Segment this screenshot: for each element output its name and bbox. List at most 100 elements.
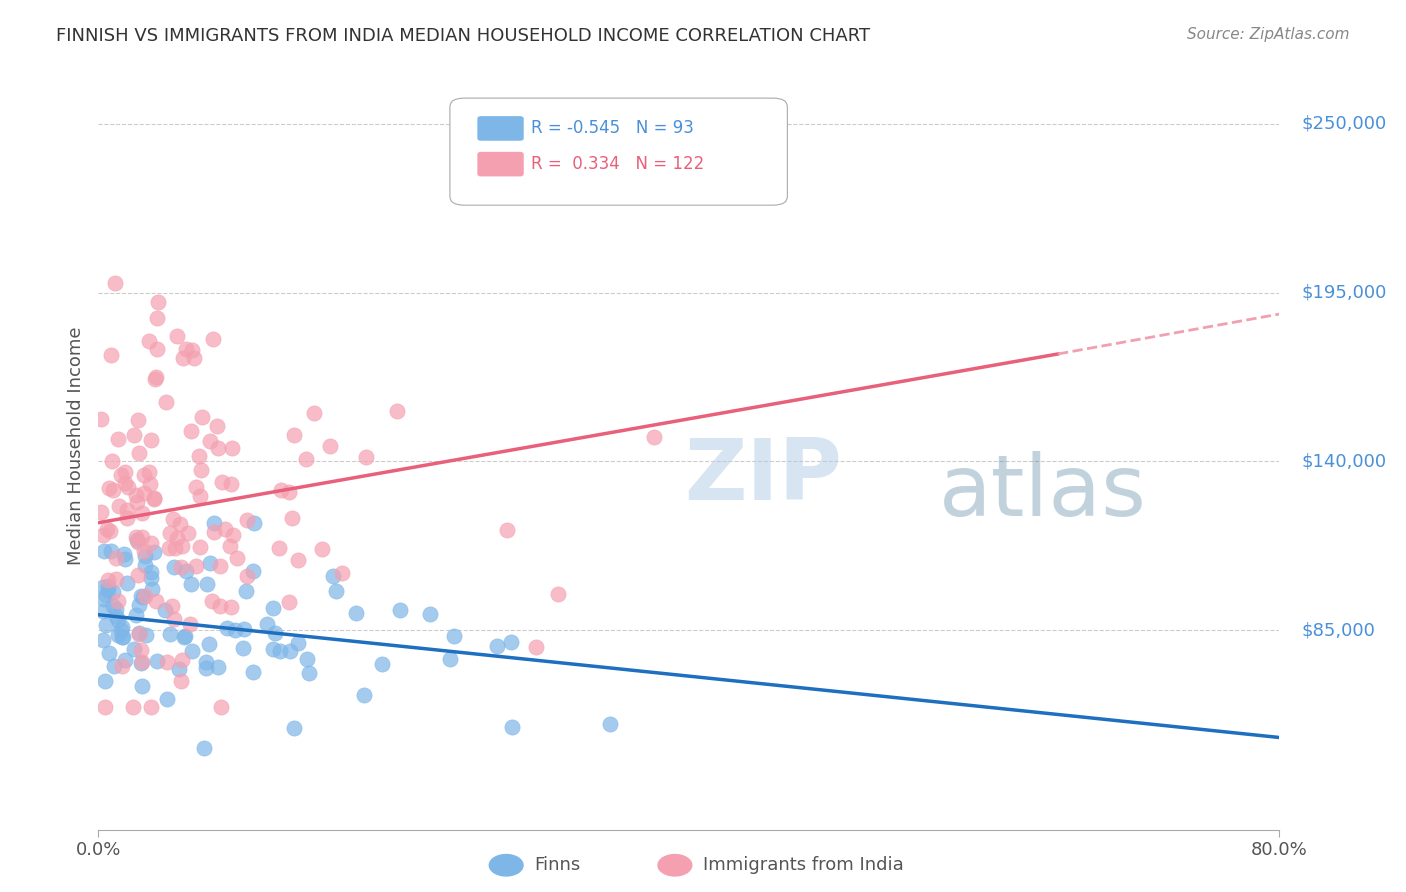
Point bbox=[91, 528, 114, 542]
Point bbox=[90, 505, 112, 519]
Point bbox=[278, 595, 301, 609]
Point bbox=[145, 369, 167, 384]
Point bbox=[127, 567, 149, 582]
Point bbox=[201, 332, 224, 346]
Point bbox=[97, 481, 120, 495]
Text: R = -0.545   N = 93: R = -0.545 N = 93 bbox=[531, 120, 695, 137]
Point bbox=[207, 660, 229, 674]
Point bbox=[163, 541, 186, 556]
Point bbox=[204, 524, 226, 539]
Point bbox=[209, 599, 232, 614]
Point bbox=[131, 656, 153, 670]
Text: $140,000: $140,000 bbox=[1302, 452, 1386, 470]
Point bbox=[174, 564, 197, 578]
Point bbox=[207, 441, 229, 455]
Point bbox=[295, 652, 318, 666]
Point bbox=[201, 594, 224, 608]
Point bbox=[198, 637, 221, 651]
Point bbox=[107, 432, 129, 446]
Point bbox=[104, 572, 127, 586]
Point bbox=[277, 485, 299, 500]
Point bbox=[443, 629, 465, 643]
Point bbox=[188, 489, 211, 503]
Point bbox=[122, 641, 145, 656]
Point bbox=[105, 601, 128, 615]
Point bbox=[146, 311, 169, 326]
Point bbox=[167, 662, 190, 676]
Point bbox=[193, 741, 215, 756]
Point bbox=[287, 636, 309, 650]
Point bbox=[139, 699, 162, 714]
Point bbox=[262, 601, 284, 615]
Text: $250,000: $250,000 bbox=[1302, 115, 1386, 133]
Point bbox=[371, 657, 394, 672]
Point bbox=[138, 334, 160, 348]
Point bbox=[209, 699, 232, 714]
Point bbox=[195, 655, 218, 669]
Point bbox=[142, 544, 165, 558]
Point bbox=[139, 571, 162, 585]
Point bbox=[283, 721, 305, 735]
Point bbox=[208, 558, 231, 573]
Point bbox=[93, 543, 115, 558]
Point bbox=[96, 588, 118, 602]
Point bbox=[499, 635, 522, 649]
Point bbox=[96, 618, 118, 632]
Point bbox=[117, 480, 139, 494]
Point bbox=[111, 630, 134, 644]
Point bbox=[125, 608, 148, 623]
Point bbox=[114, 476, 136, 491]
Point bbox=[222, 527, 245, 541]
Point bbox=[353, 689, 375, 703]
Point bbox=[221, 442, 243, 456]
Point bbox=[643, 430, 665, 444]
Point bbox=[114, 652, 136, 666]
Point bbox=[127, 412, 149, 426]
Point bbox=[91, 632, 114, 647]
Point bbox=[287, 552, 309, 566]
Point bbox=[180, 424, 202, 438]
Point bbox=[105, 609, 128, 624]
Point bbox=[134, 486, 156, 500]
Point bbox=[262, 642, 284, 657]
Point bbox=[156, 692, 179, 706]
Point bbox=[180, 577, 202, 591]
Point bbox=[127, 533, 149, 548]
Text: Source: ZipAtlas.com: Source: ZipAtlas.com bbox=[1187, 27, 1350, 42]
Point bbox=[172, 351, 194, 365]
Point bbox=[97, 573, 120, 587]
Point bbox=[211, 475, 233, 489]
Point bbox=[131, 679, 153, 693]
Point bbox=[225, 550, 247, 565]
Point bbox=[235, 584, 257, 599]
Point bbox=[202, 516, 225, 530]
Point bbox=[232, 640, 254, 655]
Text: Immigrants from India: Immigrants from India bbox=[703, 856, 904, 874]
Text: R =  0.334   N = 122: R = 0.334 N = 122 bbox=[531, 155, 704, 173]
Point bbox=[170, 653, 193, 667]
Point bbox=[134, 589, 156, 603]
Point bbox=[157, 541, 180, 556]
Point bbox=[107, 628, 129, 642]
Point bbox=[125, 488, 148, 502]
Point bbox=[134, 558, 156, 572]
Point bbox=[191, 410, 214, 425]
Point bbox=[108, 499, 131, 513]
Point bbox=[170, 560, 193, 574]
Point bbox=[115, 511, 138, 525]
Point bbox=[219, 599, 242, 614]
Point bbox=[131, 591, 153, 605]
Point bbox=[101, 483, 124, 498]
Point bbox=[145, 654, 167, 668]
Point bbox=[155, 656, 177, 670]
Point bbox=[256, 617, 278, 632]
Point bbox=[190, 463, 212, 477]
Point bbox=[200, 434, 222, 448]
Point bbox=[98, 646, 121, 660]
Point bbox=[166, 531, 188, 545]
Point bbox=[93, 592, 115, 607]
Point bbox=[195, 661, 218, 675]
Point bbox=[138, 465, 160, 479]
Point bbox=[100, 544, 122, 558]
Point bbox=[143, 491, 166, 506]
